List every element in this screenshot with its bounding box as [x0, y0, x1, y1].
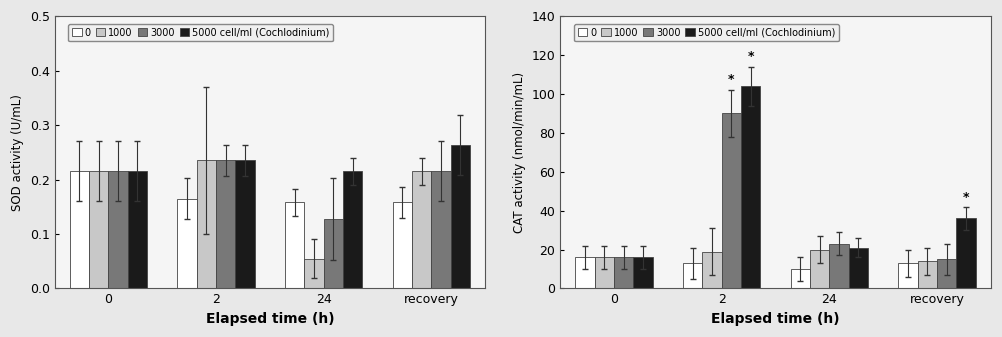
- Bar: [595, 257, 614, 288]
- Bar: [575, 257, 595, 288]
- Bar: [324, 219, 343, 288]
- Bar: [899, 263, 918, 288]
- Bar: [305, 258, 324, 288]
- Bar: [957, 218, 976, 288]
- Bar: [216, 160, 235, 288]
- Bar: [412, 171, 431, 288]
- Bar: [849, 248, 868, 288]
- X-axis label: Elapsed time (h): Elapsed time (h): [205, 312, 334, 326]
- Bar: [177, 198, 196, 288]
- X-axis label: Elapsed time (h): Elapsed time (h): [711, 312, 840, 326]
- Bar: [830, 244, 849, 288]
- Bar: [683, 263, 702, 288]
- Bar: [285, 203, 305, 288]
- Text: *: *: [963, 191, 969, 204]
- Bar: [721, 113, 741, 288]
- Bar: [89, 171, 108, 288]
- Bar: [451, 145, 470, 288]
- Bar: [810, 250, 830, 288]
- Y-axis label: CAT activity (nmol/min/mL): CAT activity (nmol/min/mL): [513, 72, 526, 233]
- Y-axis label: SOD activity (U/mL): SOD activity (U/mL): [11, 94, 24, 211]
- Legend: 0, 1000, 3000, 5000 cell/ml (Cochlodinium): 0, 1000, 3000, 5000 cell/ml (Cochlodiniu…: [68, 24, 334, 41]
- Text: *: *: [747, 50, 755, 63]
- Bar: [235, 160, 255, 288]
- Bar: [343, 171, 363, 288]
- Bar: [196, 160, 216, 288]
- Legend: 0, 1000, 3000, 5000 cell/ml (Cochlodinium): 0, 1000, 3000, 5000 cell/ml (Cochlodiniu…: [574, 24, 839, 41]
- Bar: [393, 203, 412, 288]
- Bar: [108, 171, 127, 288]
- Bar: [741, 86, 761, 288]
- Bar: [791, 269, 810, 288]
- Text: *: *: [728, 73, 734, 86]
- Bar: [614, 257, 633, 288]
- Bar: [431, 171, 451, 288]
- Bar: [633, 257, 653, 288]
- Bar: [918, 261, 937, 288]
- Bar: [127, 171, 147, 288]
- Bar: [69, 171, 89, 288]
- Bar: [702, 251, 721, 288]
- Bar: [937, 259, 957, 288]
